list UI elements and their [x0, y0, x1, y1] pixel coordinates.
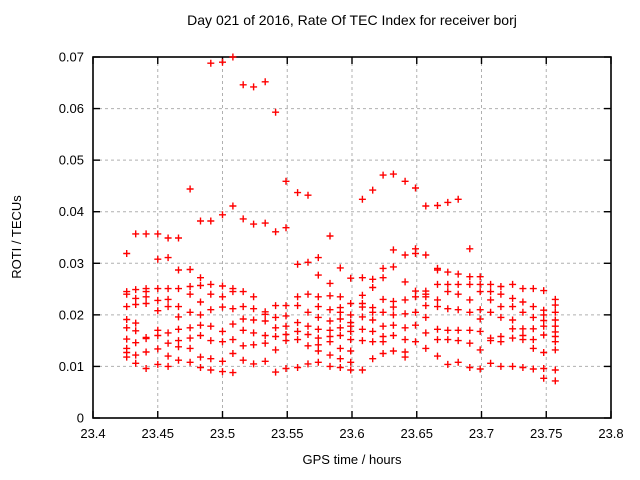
x-tick-label: 23.5	[210, 426, 235, 441]
y-tick-label: 0.01	[59, 359, 84, 374]
y-tick-label: 0.06	[59, 101, 84, 116]
grid-lines	[93, 57, 611, 418]
y-tick-labels: 0 0.01 0.02 0.03 0.04 0.05 0.06 0.07	[59, 50, 84, 426]
y-axis-label: ROTI / TECUs	[9, 195, 24, 279]
x-tick-label: 23.65	[400, 426, 433, 441]
x-tick-label: 23.75	[530, 426, 563, 441]
chart-title: Day 021 of 2016, Rate Of TEC Index for r…	[187, 12, 517, 28]
x-tick-label: 23.4	[80, 426, 105, 441]
x-tick-label: 23.6	[339, 426, 364, 441]
x-tick-label: 23.45	[141, 426, 174, 441]
x-tick-label: 23.7	[469, 426, 494, 441]
data-points	[123, 53, 559, 385]
x-tick-label: 23.8	[598, 426, 623, 441]
x-axis-label: GPS time / hours	[303, 452, 402, 467]
y-tick-label: 0.05	[59, 153, 84, 168]
y-tick-label: 0.02	[59, 307, 84, 322]
x-tick-labels: 23.4 23.45 23.5 23.55 23.6 23.65 23.7 23.75 23.8	[80, 426, 623, 441]
y-tick-label: 0.04	[59, 204, 84, 219]
y-tick-label: 0.07	[59, 50, 84, 65]
y-tick-label: 0	[77, 411, 84, 426]
data-point-markers	[123, 53, 559, 385]
y-tick-label: 0.03	[59, 256, 84, 271]
axis-frame	[92, 56, 612, 419]
x-tick-label: 23.55	[271, 426, 304, 441]
